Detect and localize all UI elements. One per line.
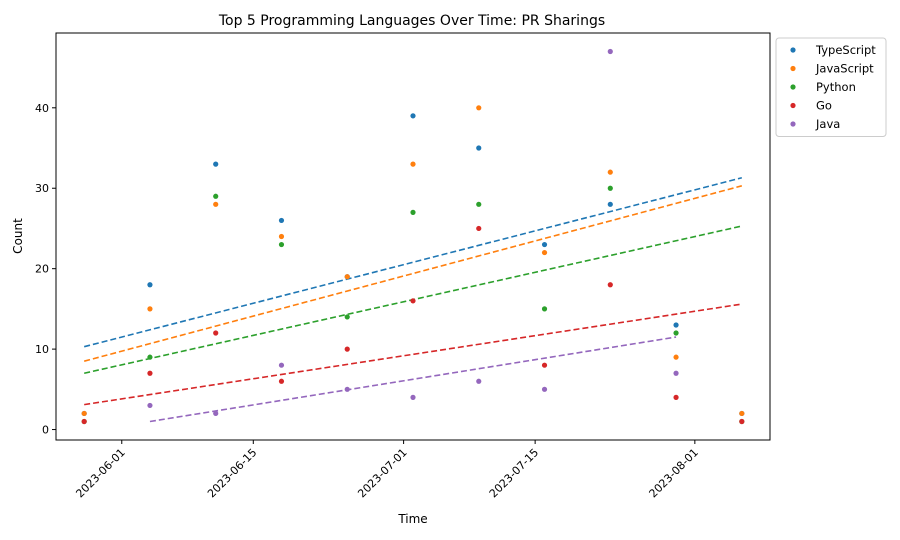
trend-line-java bbox=[149, 336, 677, 423]
data-point-python bbox=[476, 201, 482, 207]
legend-marker-go bbox=[790, 102, 796, 109]
y-tick-label: 0 bbox=[42, 424, 49, 437]
y-tick-label: 40 bbox=[35, 102, 49, 115]
data-point-go bbox=[410, 298, 416, 304]
data-point-python bbox=[213, 193, 219, 199]
data-point-javascript bbox=[476, 105, 482, 111]
data-point-javascript bbox=[673, 354, 679, 360]
data-point-go bbox=[607, 282, 613, 288]
data-point-java bbox=[147, 402, 153, 409]
data-point-typescript bbox=[147, 282, 153, 288]
data-point-typescript bbox=[213, 161, 219, 167]
data-point-java bbox=[278, 362, 285, 368]
data-point-go bbox=[147, 370, 153, 376]
trend-line-go bbox=[84, 303, 742, 406]
legend-label-java: Java bbox=[815, 117, 840, 131]
data-point-java bbox=[213, 410, 219, 417]
data-point-javascript bbox=[81, 410, 87, 417]
legend-marker-python bbox=[790, 84, 796, 90]
data-point-java bbox=[541, 386, 548, 392]
data-point-go bbox=[541, 362, 548, 368]
y-axis: 0 10 20 30 40 bbox=[35, 102, 56, 437]
data-point-java bbox=[607, 48, 613, 55]
data-point-java bbox=[673, 370, 679, 376]
data-point-python bbox=[410, 209, 416, 215]
data-point-go bbox=[673, 394, 679, 400]
data-point-java bbox=[476, 378, 482, 384]
data-point-go bbox=[213, 330, 219, 336]
legend-frame bbox=[775, 37, 887, 137]
trend-line-typescript bbox=[83, 177, 743, 348]
data-point-java bbox=[344, 386, 350, 392]
data-point-python bbox=[147, 354, 153, 360]
data-point-typescript bbox=[410, 113, 416, 119]
y-tick-label: 30 bbox=[35, 182, 49, 195]
data-point-go bbox=[476, 225, 482, 232]
data-point-typescript bbox=[607, 201, 613, 207]
plot-area bbox=[81, 48, 745, 425]
data-point-python bbox=[541, 306, 548, 312]
legend-label-typescript: TypeScript bbox=[815, 43, 876, 57]
data-point-javascript bbox=[213, 201, 219, 207]
data-point-typescript bbox=[278, 217, 285, 224]
data-point-typescript bbox=[541, 241, 548, 248]
data-point-javascript bbox=[541, 249, 548, 256]
data-point-javascript bbox=[739, 410, 745, 417]
data-point-go bbox=[739, 418, 745, 425]
data-point-typescript bbox=[673, 322, 679, 328]
data-point-python bbox=[607, 185, 613, 191]
chart-title: Top 5 Programming Languages Over Time: P… bbox=[218, 13, 605, 29]
y-axis-label: Count bbox=[11, 218, 25, 254]
legend-label-python: Python bbox=[816, 80, 856, 94]
y-tick-label: 20 bbox=[35, 263, 49, 276]
data-point-python bbox=[278, 241, 285, 248]
legend-marker-typescript bbox=[790, 47, 796, 53]
trend-line-javascript bbox=[83, 185, 743, 362]
legend-label-go: Go bbox=[816, 99, 832, 113]
data-point-go bbox=[278, 378, 285, 384]
x-axis-label: Time bbox=[397, 512, 427, 526]
data-point-typescript bbox=[476, 145, 482, 151]
data-point-javascript bbox=[278, 233, 285, 240]
data-point-python bbox=[344, 314, 350, 320]
data-point-javascript bbox=[607, 169, 613, 175]
legend: TypeScript JavaScript Python Go Java bbox=[775, 37, 887, 137]
y-tick-label: 10 bbox=[35, 343, 49, 356]
data-point-go bbox=[81, 418, 87, 425]
legend-marker-java bbox=[790, 121, 796, 127]
data-point-python bbox=[673, 330, 679, 336]
data-point-java bbox=[410, 394, 416, 400]
legend-marker-javascript bbox=[790, 65, 796, 72]
data-point-javascript bbox=[410, 161, 416, 167]
data-point-javascript bbox=[147, 306, 153, 312]
data-point-javascript bbox=[344, 274, 350, 280]
data-point-go bbox=[344, 346, 350, 352]
legend-label-javascript: JavaScript bbox=[815, 62, 874, 76]
plot-frame bbox=[55, 32, 771, 441]
